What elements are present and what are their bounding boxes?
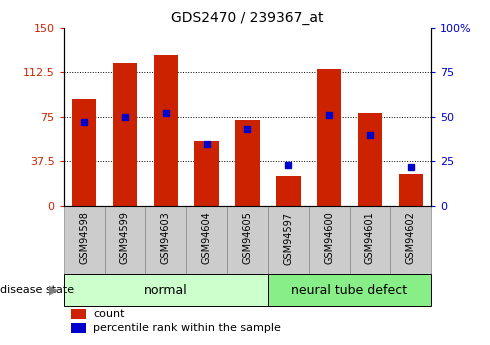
Bar (71, 309, 86, 319)
Text: GSM94602: GSM94602 (406, 211, 416, 264)
Bar (268, 274, 431, 306)
Bar (391, 206, 431, 274)
Bar (104, 206, 146, 274)
Bar (64, 206, 104, 274)
Text: ▶: ▶ (49, 284, 59, 296)
Bar (153, 55, 178, 206)
Text: count: count (93, 309, 124, 319)
Bar (398, 174, 423, 206)
Bar (235, 120, 260, 206)
Bar (64, 274, 268, 306)
Title: GDS2470 / 239367_at: GDS2470 / 239367_at (171, 11, 324, 25)
Text: GSM94603: GSM94603 (161, 211, 171, 264)
Text: GSM94604: GSM94604 (201, 211, 212, 264)
Bar (71, 323, 86, 333)
Bar (195, 141, 219, 206)
Text: GSM94597: GSM94597 (283, 211, 294, 265)
Text: GSM94605: GSM94605 (243, 211, 252, 264)
Bar (186, 206, 227, 274)
Bar (309, 206, 349, 274)
Text: disease state: disease state (0, 285, 74, 295)
Bar (349, 206, 391, 274)
Text: GSM94600: GSM94600 (324, 211, 334, 264)
Bar (146, 206, 186, 274)
Bar (358, 113, 382, 206)
Bar (276, 176, 300, 206)
Bar (72, 99, 97, 206)
Text: percentile rank within the sample: percentile rank within the sample (93, 323, 281, 333)
Text: GSM94599: GSM94599 (120, 211, 130, 264)
Bar (227, 206, 268, 274)
Bar (268, 206, 309, 274)
Text: GSM94601: GSM94601 (365, 211, 375, 264)
Text: neural tube defect: neural tube defect (292, 284, 408, 296)
Text: GSM94598: GSM94598 (79, 211, 89, 264)
Text: normal: normal (144, 284, 188, 296)
Bar (317, 69, 342, 206)
Bar (113, 63, 137, 206)
